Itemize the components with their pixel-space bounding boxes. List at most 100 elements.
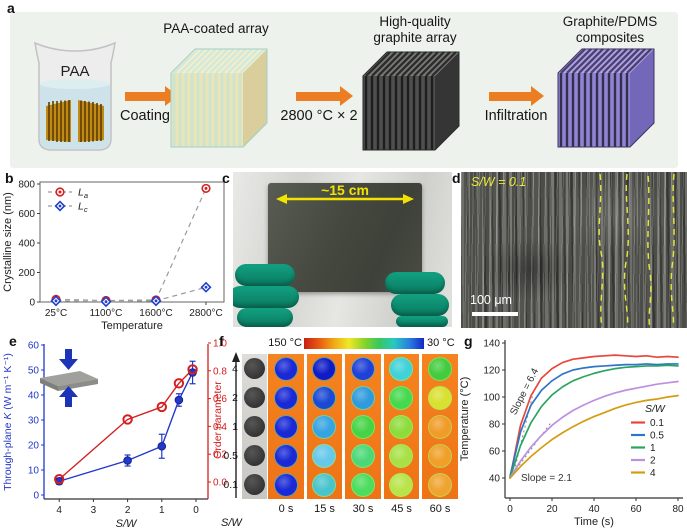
thermal-disk-sw-0.5-45s <box>389 443 414 468</box>
y-tick-label: 100 <box>483 393 500 404</box>
cube-top-fin-gap <box>197 48 223 74</box>
dimension-arrow <box>276 194 414 204</box>
panel-d-label: d <box>452 170 461 186</box>
y-tick-label: 140 <box>483 339 500 350</box>
thermal-disk-sw-1-0s <box>273 414 298 439</box>
scalebar-label: 100 μm <box>470 293 512 307</box>
left-glove-finger <box>235 264 295 286</box>
time-label: 60 s <box>429 503 451 515</box>
heating-curve-sw-2 <box>509 380 679 479</box>
cube-side-face <box>630 49 654 147</box>
x-tick-label: 25°C <box>45 308 67 319</box>
sw-row-label: 0.1 <box>223 478 238 491</box>
order-data-point <box>54 474 65 485</box>
order-data-point <box>156 401 168 413</box>
data-point-dot <box>204 285 208 289</box>
beaker-paa-label: PAA <box>61 63 90 80</box>
order-data-point <box>187 364 198 375</box>
cube-top-fin-gap <box>419 51 445 77</box>
legend-label: 1 <box>650 443 656 454</box>
colorbar-min-label: 30 °C <box>427 337 455 349</box>
sw-row-label: 2 <box>232 391 238 404</box>
right-tick-label: 0.4 <box>213 422 227 433</box>
cube-front-face <box>363 76 435 150</box>
cube-top-fin-gap <box>371 51 397 77</box>
composite-illustration <box>557 48 655 148</box>
sample-disk-sw-2 <box>244 387 265 408</box>
sample-disk-sw-4 <box>244 358 265 379</box>
dimension-label: ~15 cm <box>321 182 369 198</box>
right-tick-label: 0.6 <box>213 394 227 405</box>
cube-top-fin-gap <box>233 48 259 74</box>
y-tick-label: 800 <box>18 180 35 191</box>
sw-axis-label: S/W <box>221 517 242 529</box>
cube-top-fin-gap <box>239 48 265 74</box>
x-tick-label: 3 <box>91 505 97 516</box>
slope-guide-line <box>512 421 553 474</box>
colorbar-max-label: 150 °C <box>268 337 302 349</box>
y-tick-label: 0 <box>29 298 35 309</box>
time-label: 15 s <box>314 503 335 515</box>
thermal-disk-sw-4-60s <box>427 356 452 381</box>
thermal-image-column-45s <box>383 354 419 499</box>
thermal-disk-sw-2-60s <box>427 385 452 410</box>
sem-image: S/W = 0.1 100 μm <box>461 172 687 328</box>
panel-a-label: a <box>7 0 15 16</box>
sw-row-label: 0.5 <box>223 449 238 462</box>
slope-guide-line <box>513 388 535 472</box>
gold-fin-array-right <box>78 100 104 142</box>
graphite-array-title-line2: graphite array <box>373 30 457 45</box>
paa-coated-array-illustration <box>170 48 268 148</box>
cube-top-fin-gap <box>185 48 211 74</box>
time-label: 45 s <box>391 503 412 515</box>
cube-top-fin-gap <box>365 51 391 77</box>
y-tick-label: 600 <box>18 209 35 220</box>
k-data-point <box>174 395 184 405</box>
cube-top-fin-gap <box>572 48 598 74</box>
thermal-disk-sw-0.1-30s <box>350 472 375 497</box>
thermal-image-column-60s <box>422 354 458 499</box>
cube-top-fin-gap <box>377 51 403 77</box>
panel-g-label: g <box>464 333 473 349</box>
cube-top-fin-gap <box>209 48 235 74</box>
cube-top-fin-gap <box>203 48 229 74</box>
x-tick-label: 20 <box>546 504 558 515</box>
panel-b-label: b <box>5 170 14 186</box>
panel-e-label: e <box>9 333 17 349</box>
left-glove-finger <box>233 286 299 308</box>
plot-frame <box>39 181 225 303</box>
k-data-point <box>123 456 132 465</box>
sw-row-label: 4 <box>232 362 238 375</box>
cube-front-face <box>171 73 243 147</box>
liquid-surface <box>40 79 110 89</box>
x-tick-label: 80 <box>672 504 684 515</box>
y-tick-label: 60 <box>489 447 501 458</box>
thermal-disk-sw-1-30s <box>350 414 375 439</box>
time-label: 30 s <box>352 503 374 515</box>
cube-top-fin-gap <box>413 51 439 77</box>
left-tick-label: 60 <box>28 341 40 352</box>
heating-curves-chart: 40 60 80 100 120 140 0 20 40 60 80 Time (s) Temperat… <box>459 339 684 529</box>
heating-curve-sw-0.5 <box>509 363 679 478</box>
x-tick-label: 40 <box>588 504 600 515</box>
sample-disk-sw-0.1 <box>244 474 265 495</box>
cube-top-fin-gap <box>620 48 646 74</box>
x-tick-label: 1100°C <box>90 308 123 319</box>
left-tick-label: 30 <box>28 416 40 427</box>
composite-title-line2: composites <box>575 30 645 45</box>
cube-top-fin-gap <box>215 48 241 74</box>
cube-top-fin-gap <box>173 48 199 74</box>
sample-disk-sw-0.5 <box>244 445 265 466</box>
thermal-image-column-30s <box>345 354 381 499</box>
cube-top-face <box>558 49 654 73</box>
right-tick-label: 0.2 <box>213 450 227 461</box>
left-tick-label: 20 <box>28 441 40 452</box>
left-tick-label: 40 <box>28 391 40 402</box>
right-axis-label: Order parameter <box>212 381 224 459</box>
thermal-disk-sw-0.1-15s <box>312 472 337 497</box>
cube-top-fin-gap <box>602 48 628 74</box>
cube-top-face <box>363 52 459 76</box>
left-tick-label: 50 <box>28 366 40 377</box>
thermal-disk-sw-1-15s <box>312 414 337 439</box>
gold-fin-array-left <box>46 100 71 142</box>
